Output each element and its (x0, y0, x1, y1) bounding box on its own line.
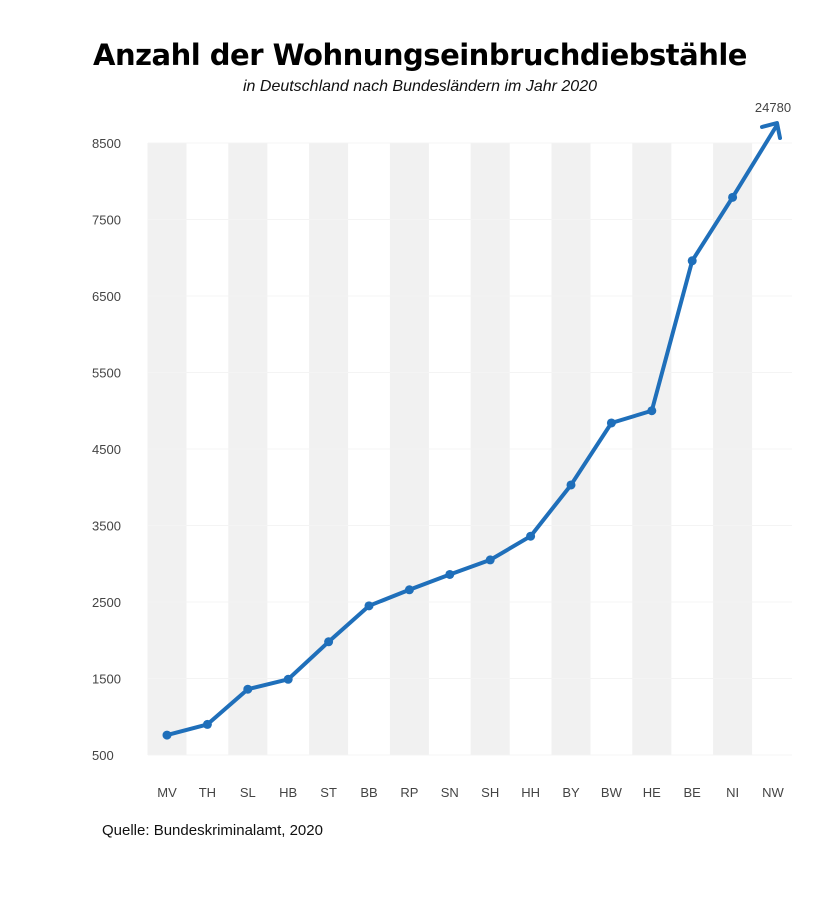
x-tick-label: ST (320, 785, 337, 800)
series-line (165, 123, 779, 738)
x-tick-label: SL (240, 785, 256, 800)
data-point (647, 406, 657, 416)
x-tick-label: NI (726, 785, 739, 800)
data-point (243, 684, 253, 694)
y-tick-label: 4500 (92, 442, 121, 457)
data-point (566, 480, 576, 490)
chart-subtitle: in Deutschland nach Bundesländern im Jah… (242, 78, 597, 95)
data-point (404, 585, 414, 595)
data-point (162, 730, 172, 740)
data-point (283, 674, 293, 684)
data-point (485, 555, 495, 565)
x-tick-label: BY (562, 785, 580, 800)
source-note: Quelle: Bundeskriminalamt, 2020 (102, 822, 323, 839)
x-tick-label: RP (400, 785, 418, 800)
x-tick-label: SN (441, 785, 459, 800)
y-tick-label: 500 (92, 748, 114, 763)
x-tick-label: BB (360, 785, 377, 800)
x-tick-label: MV (157, 785, 177, 800)
x-tick-label: HB (279, 785, 297, 800)
y-tick-label: 6500 (92, 289, 121, 304)
y-tick-label: 5500 (92, 366, 121, 381)
x-tick-label: TH (199, 785, 216, 800)
data-point (728, 192, 738, 202)
x-tick-label: HH (521, 785, 540, 800)
y-tick-label: 1500 (92, 672, 121, 687)
chart-title: Anzahl der Wohnungseinbruchdiebstähle (93, 38, 747, 72)
y-tick-label: 8500 (92, 136, 121, 151)
data-point (202, 719, 212, 729)
data-label-nw: 24780 (755, 100, 791, 115)
x-tick-label: BE (684, 785, 702, 800)
data-point (606, 418, 616, 428)
data-point (445, 569, 455, 579)
data-point (526, 531, 536, 541)
x-tick-label: SH (481, 785, 499, 800)
data-point (364, 601, 374, 611)
x-tick-label: HE (643, 785, 661, 800)
y-tick-label: 7500 (92, 213, 121, 228)
y-tick-label: 2500 (92, 595, 121, 610)
data-point (687, 256, 697, 266)
off-scale-arrow (760, 121, 782, 140)
y-tick-label: 3500 (92, 519, 121, 534)
x-tick-label: NW (762, 785, 784, 800)
data-point (324, 637, 334, 647)
x-tick-label: BW (601, 785, 623, 800)
